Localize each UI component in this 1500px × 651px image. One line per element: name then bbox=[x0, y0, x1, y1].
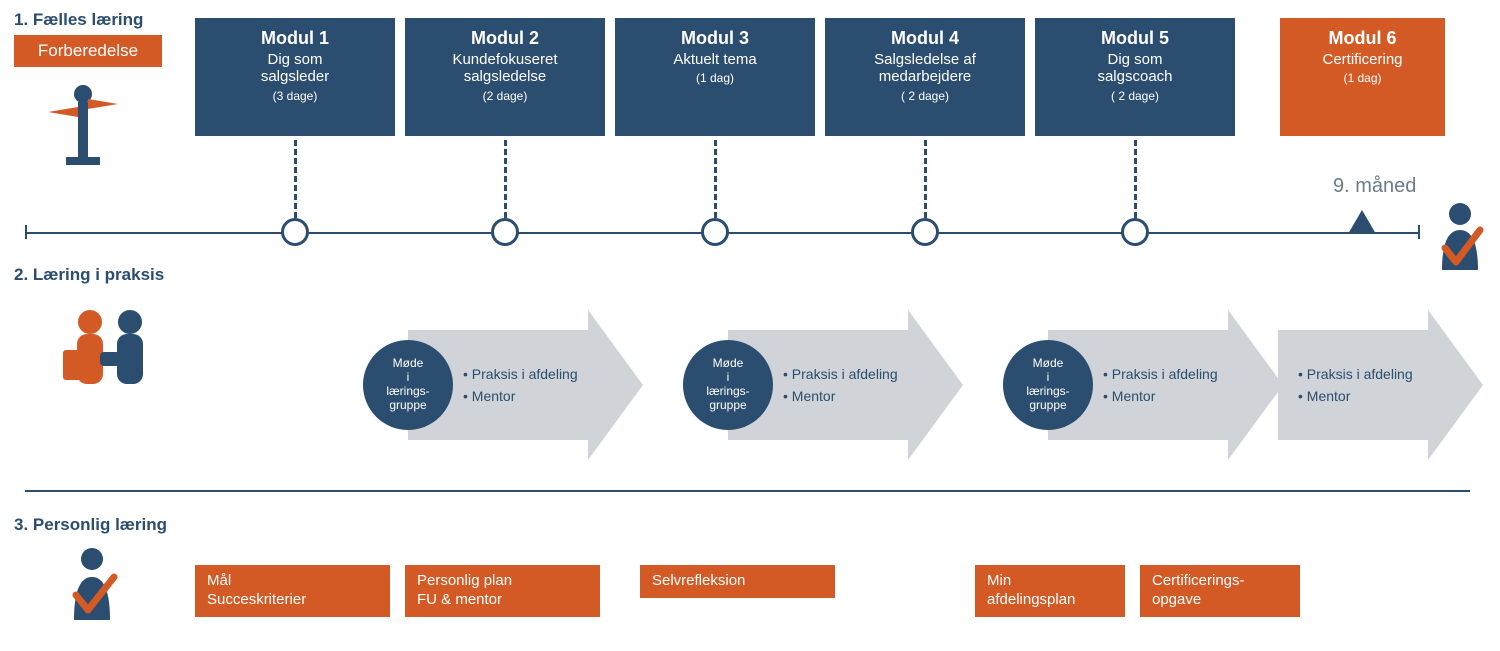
practice-arrow: Praksis i afdelingMentor bbox=[1278, 310, 1483, 460]
timeline-cap-left bbox=[25, 225, 27, 239]
module-box-5: Modul 5Dig somsalgscoach ( 2 dage) bbox=[1035, 18, 1235, 136]
personal-box: Personlig planFU & mentor bbox=[405, 565, 600, 617]
arrow-bullets: Praksis i afdelingMentor bbox=[1103, 363, 1218, 408]
module-days: ( 2 dage) bbox=[1035, 89, 1235, 103]
module-days: (1 dag) bbox=[1280, 71, 1445, 85]
person-check-icon-bottom bbox=[60, 545, 125, 625]
module-box-1: Modul 1Dig somsalgsleder (3 dage) bbox=[195, 18, 395, 136]
personal-box: Minafdelingsplan bbox=[975, 565, 1125, 617]
module-days: ( 2 dage) bbox=[825, 89, 1025, 103]
module-subtitle: Salgsledelse afmedarbejdere bbox=[825, 51, 1025, 86]
arrow-body: Praksis i afdelingMentor bbox=[1278, 330, 1428, 440]
bullet-item: Praksis i afdeling bbox=[783, 363, 898, 385]
module-days: (3 dage) bbox=[195, 89, 395, 103]
meeting-circle-line: i bbox=[363, 371, 453, 385]
arrow-bullets: Praksis i afdelingMentor bbox=[1298, 363, 1413, 408]
bullet-item: Mentor bbox=[463, 385, 578, 407]
module-subtitle: Dig somsalgscoach bbox=[1035, 51, 1235, 86]
section-divider bbox=[25, 490, 1470, 492]
module-subtitle: Certificering bbox=[1280, 51, 1445, 68]
module-connector bbox=[504, 140, 507, 218]
meeting-circle-line: Møde bbox=[683, 357, 773, 371]
signpost-icon bbox=[38, 82, 128, 172]
arrow-body: Praksis i afdelingMentorMødeilærings-gru… bbox=[1048, 330, 1228, 440]
meeting-circle-line: lærings- bbox=[683, 385, 773, 399]
arrow-bullets: Praksis i afdelingMentor bbox=[463, 363, 578, 408]
bullet-item: Mentor bbox=[1298, 385, 1413, 407]
month-label: 9. måned bbox=[1333, 175, 1416, 198]
personal-box: MålSucceskriterier bbox=[195, 565, 390, 617]
section-2-title: 2. Læring i praksis bbox=[14, 265, 164, 285]
bullet-item: Praksis i afdeling bbox=[1298, 363, 1413, 385]
meeting-circle-line: Møde bbox=[363, 357, 453, 371]
module-connector bbox=[1134, 140, 1137, 218]
timeline-node bbox=[491, 218, 519, 246]
meeting-circle: Mødeilærings-gruppe bbox=[1003, 340, 1093, 430]
bullet-item: Mentor bbox=[1103, 385, 1218, 407]
practice-arrow: Praksis i afdelingMentorMødeilærings-gru… bbox=[728, 310, 963, 460]
arrow-head bbox=[908, 310, 963, 460]
arrow-body: Praksis i afdelingMentorMødeilærings-gru… bbox=[408, 330, 588, 440]
meeting-circle-line: gruppe bbox=[363, 399, 453, 413]
arrow-body: Praksis i afdelingMentorMødeilærings-gru… bbox=[728, 330, 908, 440]
module-title: Modul 3 bbox=[615, 28, 815, 49]
arrow-head bbox=[588, 310, 643, 460]
meeting-circle: Mødeilærings-gruppe bbox=[683, 340, 773, 430]
module-box-4: Modul 4Salgsledelse afmedarbejdere ( 2 da… bbox=[825, 18, 1025, 136]
section-3-title: 3. Personlig læring bbox=[14, 515, 167, 535]
meeting-circle-line: i bbox=[683, 371, 773, 385]
timeline-node bbox=[281, 218, 309, 246]
practice-arrow: Praksis i afdelingMentorMødeilærings-gru… bbox=[408, 310, 643, 460]
bullet-item: Praksis i afdeling bbox=[463, 363, 578, 385]
personal-box: Certificerings-opgave bbox=[1140, 565, 1300, 617]
meeting-circle-line: i bbox=[1003, 371, 1093, 385]
module-connector bbox=[294, 140, 297, 218]
module-subtitle: Aktuelt tema bbox=[615, 51, 815, 68]
timeline-node bbox=[1121, 218, 1149, 246]
module-connector bbox=[714, 140, 717, 218]
module-days: (2 dage) bbox=[405, 89, 605, 103]
module-title: Modul 5 bbox=[1035, 28, 1235, 49]
practice-arrow: Praksis i afdelingMentorMødeilærings-gru… bbox=[1048, 310, 1283, 460]
module-title: Modul 2 bbox=[405, 28, 605, 49]
module-subtitle: Kundefokuseretsalgsledelse bbox=[405, 51, 605, 86]
module-days: (1 dag) bbox=[615, 71, 815, 85]
prep-box: Forberedelse bbox=[14, 35, 162, 67]
module-connector bbox=[924, 140, 927, 218]
meeting-circle-line: lærings- bbox=[1003, 385, 1093, 399]
timeline-end-marker bbox=[1348, 210, 1376, 234]
person-check-icon bbox=[1430, 200, 1490, 275]
meeting-circle-line: lærings- bbox=[363, 385, 453, 399]
arrow-bullets: Praksis i afdelingMentor bbox=[783, 363, 898, 408]
module-title: Modul 1 bbox=[195, 28, 395, 49]
meeting-circle-line: Møde bbox=[1003, 357, 1093, 371]
timeline-node bbox=[701, 218, 729, 246]
meeting-circle-line: gruppe bbox=[683, 399, 773, 413]
arrow-head bbox=[1428, 310, 1483, 460]
meeting-circle-line: gruppe bbox=[1003, 399, 1093, 413]
module-box-2: Modul 2Kundefokuseretsalgsledelse (2 dage… bbox=[405, 18, 605, 136]
section-1-title: 1. Fælles læring bbox=[14, 10, 143, 30]
module-title: Modul 4 bbox=[825, 28, 1025, 49]
module-box-6: Modul 6 Certificering (1 dag) bbox=[1280, 18, 1445, 136]
timeline-cap-right bbox=[1418, 225, 1420, 239]
meeting-circle: Mødeilærings-gruppe bbox=[363, 340, 453, 430]
bullet-item: Mentor bbox=[783, 385, 898, 407]
bullet-item: Praksis i afdeling bbox=[1103, 363, 1218, 385]
arrow-head bbox=[1228, 310, 1283, 460]
handshake-icon bbox=[55, 300, 165, 410]
module-subtitle: Dig somsalgsleder bbox=[195, 51, 395, 86]
module-title: Modul 6 bbox=[1280, 28, 1445, 49]
module-box-3: Modul 3 Aktuelt tema (1 dag) bbox=[615, 18, 815, 136]
timeline-node bbox=[911, 218, 939, 246]
personal-box: Selvrefleksion bbox=[640, 565, 835, 598]
